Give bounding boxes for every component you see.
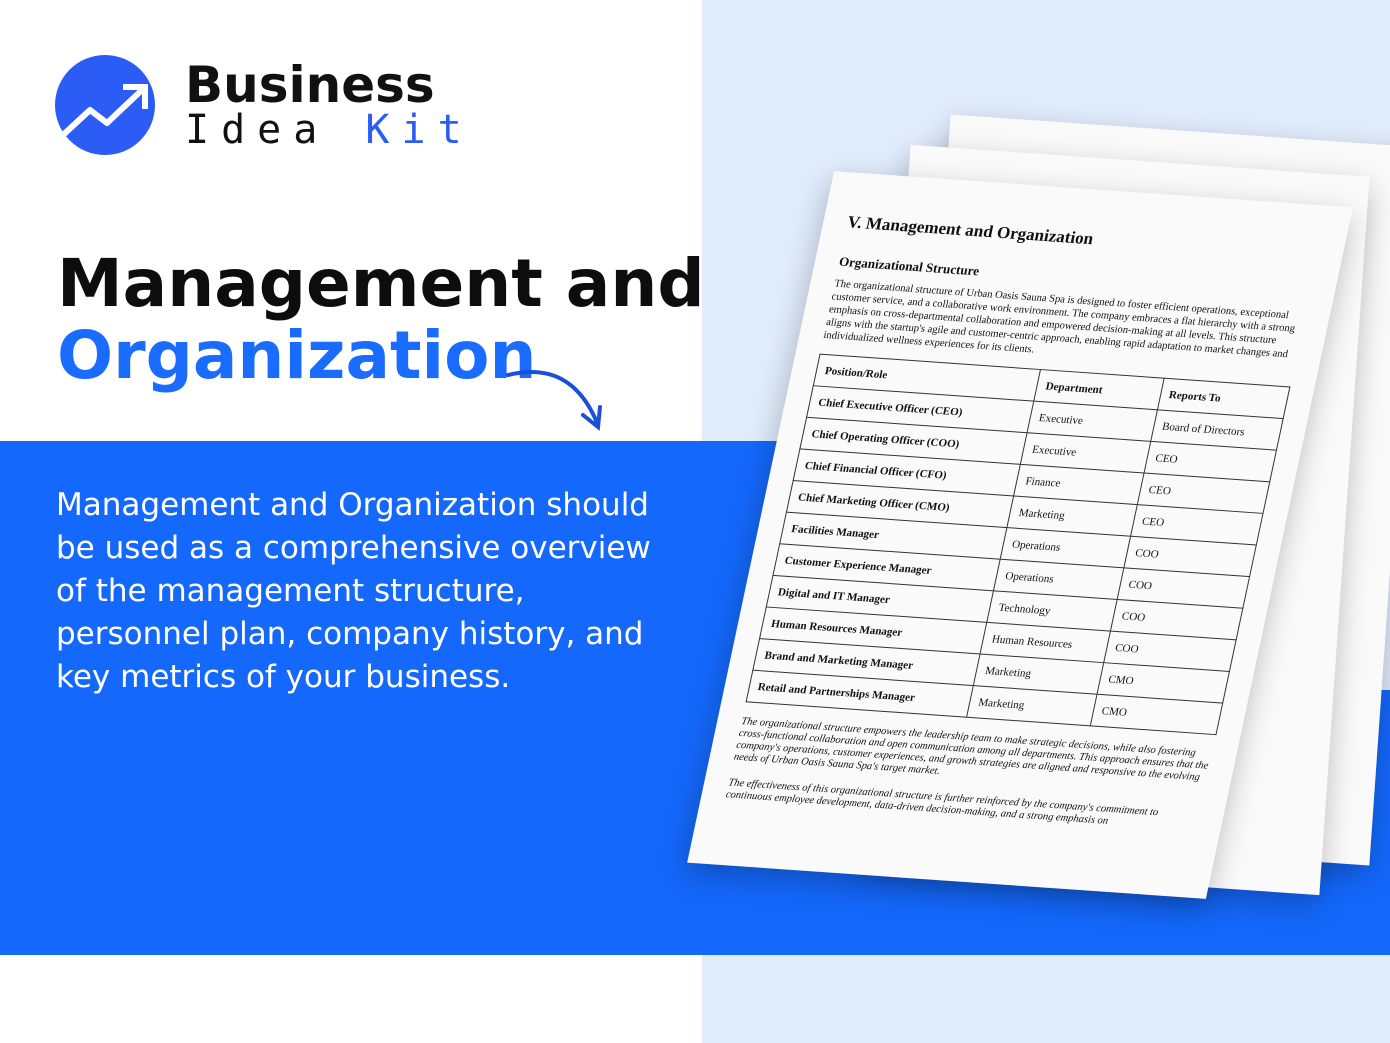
brand-idea: Idea bbox=[185, 107, 330, 153]
page-title: Management and Organization bbox=[57, 248, 705, 392]
org-table: Position/Role Department Reports To Chie… bbox=[746, 354, 1291, 736]
trend-chart-icon bbox=[55, 55, 155, 155]
curved-arrow-icon bbox=[506, 370, 602, 431]
doc-title: V. Management and Organization bbox=[845, 212, 1096, 249]
blue-band bbox=[0, 441, 812, 955]
brand-kit: Kit bbox=[365, 107, 474, 153]
title-line2: Organization bbox=[57, 317, 537, 394]
description: Management and Organization should be us… bbox=[56, 487, 651, 695]
title-line1: Management and bbox=[57, 245, 705, 322]
brand-line1: Business bbox=[185, 56, 435, 114]
logo: Business Idea Kit bbox=[55, 55, 474, 155]
